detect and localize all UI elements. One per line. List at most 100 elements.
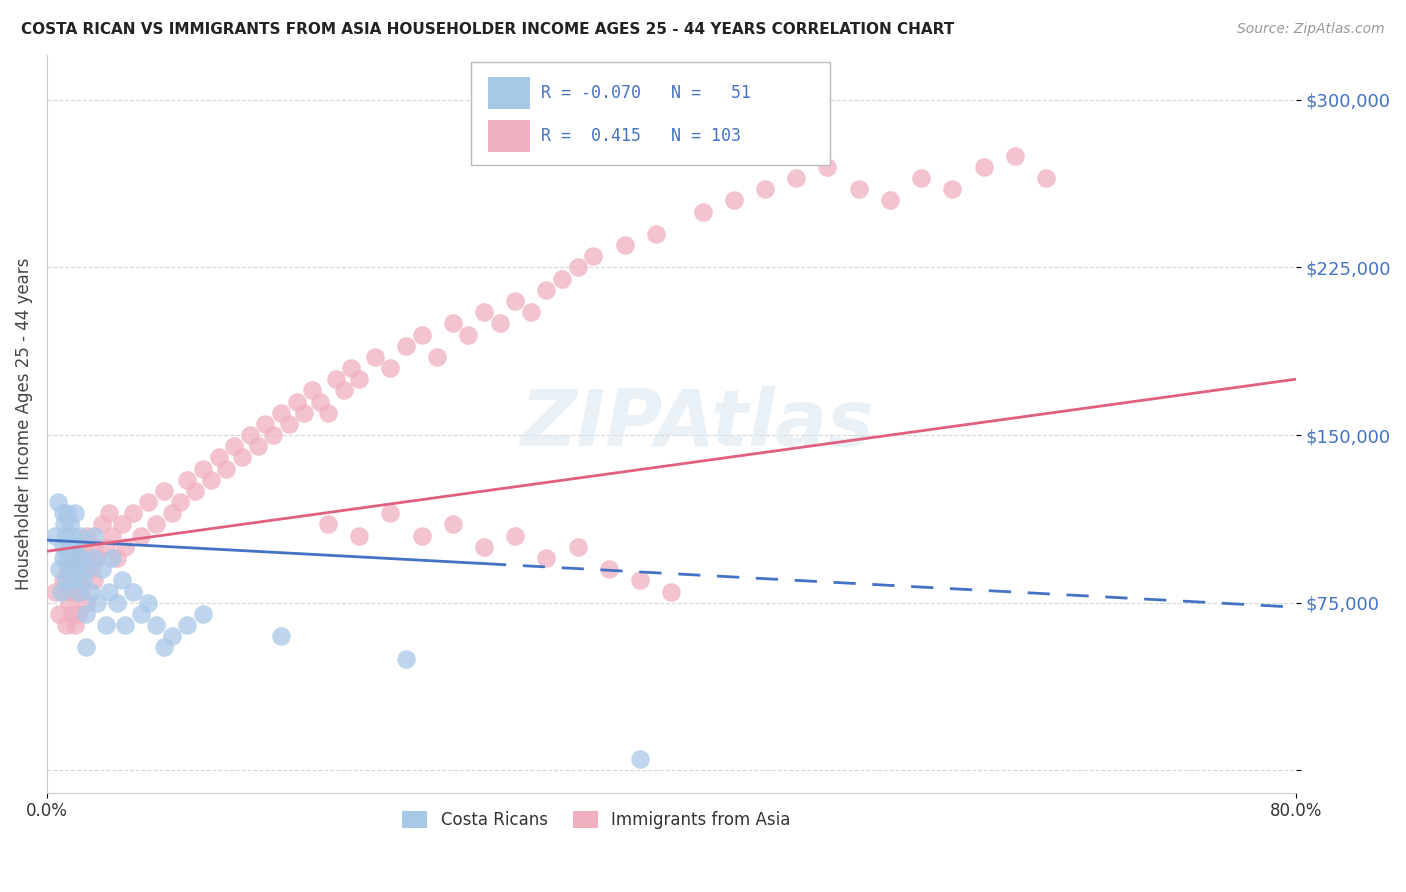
- Point: [598, 562, 620, 576]
- Point: [69, 551, 91, 566]
- Point: [63, 540, 86, 554]
- Point: [270, 629, 292, 643]
- Point: [536, 551, 558, 566]
- Point: [60, 574, 83, 588]
- Point: [86, 596, 108, 610]
- Point: [262, 428, 284, 442]
- Point: [75, 562, 97, 576]
- Point: [200, 473, 222, 487]
- Point: [67, 584, 90, 599]
- Point: [395, 651, 418, 665]
- Point: [347, 372, 370, 386]
- Point: [44, 584, 66, 599]
- Point: [83, 574, 105, 588]
- Point: [98, 584, 121, 599]
- Point: [426, 350, 449, 364]
- Point: [582, 249, 605, 263]
- Point: [169, 495, 191, 509]
- Point: [309, 394, 332, 409]
- Point: [111, 574, 134, 588]
- Point: [191, 607, 214, 621]
- Point: [70, 551, 93, 566]
- Point: [51, 551, 73, 566]
- Point: [72, 540, 94, 554]
- Point: [59, 584, 82, 599]
- Point: [340, 361, 363, 376]
- Text: Source: ZipAtlas.com: Source: ZipAtlas.com: [1237, 22, 1385, 37]
- Point: [90, 517, 112, 532]
- Point: [55, 528, 77, 542]
- Point: [101, 528, 124, 542]
- Point: [51, 506, 73, 520]
- Point: [59, 517, 82, 532]
- Point: [380, 361, 402, 376]
- Point: [567, 540, 589, 554]
- Point: [160, 629, 183, 643]
- Point: [105, 596, 128, 610]
- Legend: Costa Ricans, Immigrants from Asia: Costa Ricans, Immigrants from Asia: [395, 805, 797, 836]
- Point: [48, 562, 70, 576]
- Point: [567, 260, 589, 275]
- Point: [83, 551, 105, 566]
- Point: [879, 194, 901, 208]
- Point: [56, 506, 79, 520]
- Point: [316, 517, 339, 532]
- Point: [60, 607, 83, 621]
- Point: [503, 293, 526, 308]
- Point: [138, 596, 160, 610]
- Point: [817, 160, 839, 174]
- Point: [380, 506, 402, 520]
- Point: [270, 406, 292, 420]
- Point: [207, 450, 229, 465]
- Point: [67, 574, 90, 588]
- Point: [246, 439, 269, 453]
- Point: [441, 517, 464, 532]
- Point: [488, 316, 510, 330]
- Point: [63, 618, 86, 632]
- Point: [692, 204, 714, 219]
- Point: [56, 551, 79, 566]
- Point: [254, 417, 277, 431]
- Point: [86, 551, 108, 566]
- Point: [63, 584, 86, 599]
- Point: [129, 607, 152, 621]
- Point: [79, 562, 101, 576]
- Point: [285, 394, 308, 409]
- Point: [96, 540, 118, 554]
- Point: [1004, 149, 1026, 163]
- Point: [62, 551, 84, 566]
- Point: [628, 752, 651, 766]
- Point: [51, 574, 73, 588]
- Point: [457, 327, 479, 342]
- Point: [111, 517, 134, 532]
- Point: [153, 483, 176, 498]
- Point: [67, 607, 90, 621]
- Point: [239, 428, 262, 442]
- Point: [70, 584, 93, 599]
- Point: [176, 618, 198, 632]
- Point: [659, 584, 682, 599]
- Point: [58, 540, 80, 554]
- Point: [63, 506, 86, 520]
- Point: [60, 528, 83, 542]
- Point: [411, 327, 433, 342]
- Point: [145, 618, 167, 632]
- Point: [184, 483, 207, 498]
- Point: [44, 528, 66, 542]
- Point: [48, 607, 70, 621]
- Point: [65, 551, 87, 566]
- Point: [231, 450, 253, 465]
- Point: [332, 384, 354, 398]
- Point: [520, 305, 543, 319]
- Point: [441, 316, 464, 330]
- Point: [224, 439, 246, 453]
- Point: [46, 495, 69, 509]
- Point: [75, 640, 97, 655]
- Point: [56, 562, 79, 576]
- Point: [1035, 171, 1057, 186]
- Point: [973, 160, 995, 174]
- Point: [114, 540, 136, 554]
- Point: [121, 506, 143, 520]
- Point: [98, 506, 121, 520]
- Point: [613, 238, 636, 252]
